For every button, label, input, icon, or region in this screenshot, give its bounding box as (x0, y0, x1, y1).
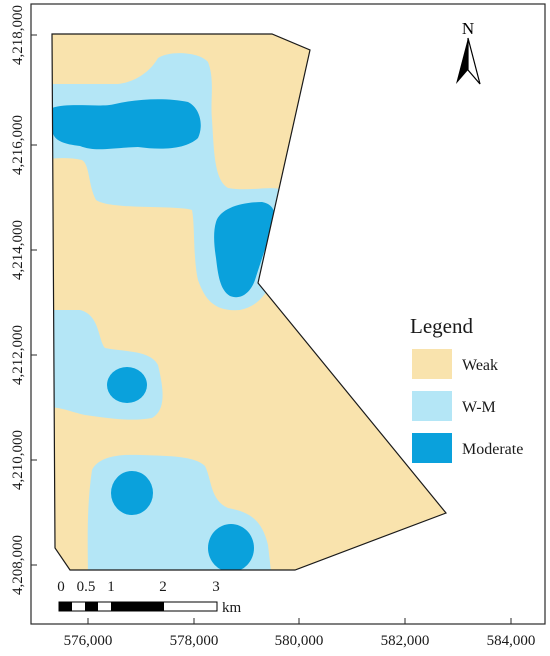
legend-label-wm: W-M (462, 399, 496, 416)
scale-bar: 0 0.5 1 2 3 km (57, 579, 241, 616)
y-tick-label: 4,218,000 (10, 5, 26, 65)
x-tick-label: 584,000 (487, 633, 536, 649)
north-arrow: N (456, 19, 481, 85)
moderate-zone-southeast (208, 524, 254, 570)
study-area-map (51, 33, 447, 571)
legend-label-moderate: Moderate (462, 441, 523, 458)
north-label: N (462, 19, 474, 38)
legend-label-weak: Weak (462, 357, 498, 374)
moderate-zone-northeast (214, 202, 275, 298)
scale-label: 0.5 (77, 579, 96, 595)
legend-swatch-weak (412, 349, 452, 379)
y-tick-label: 4,214,000 (10, 220, 26, 280)
y-tick-label: 4,212,000 (10, 325, 26, 385)
moderate-zone-west (107, 367, 147, 403)
x-tick-label: 582,000 (381, 633, 430, 649)
north-arrow-icon (456, 37, 481, 85)
x-tick-label: 580,000 (275, 633, 324, 649)
moderate-zone-south (111, 471, 153, 515)
x-tick-label: 578,000 (170, 633, 219, 649)
y-axis: 4,218,000 4,216,000 4,214,000 4,212,000 … (10, 5, 37, 595)
legend-swatch-wm (412, 391, 452, 421)
scale-label: 1 (107, 579, 115, 595)
y-tick-label: 4,210,000 (10, 430, 26, 490)
legend-swatch-moderate (412, 433, 452, 463)
y-tick-label: 4,208,000 (10, 535, 26, 595)
y-tick-label: 4,216,000 (10, 115, 26, 175)
scale-unit: km (222, 600, 242, 616)
scale-label: 2 (159, 579, 167, 595)
scale-label: 0 (57, 579, 65, 595)
legend-title: Legend (410, 314, 473, 338)
moderate-zone-north (52, 99, 201, 150)
scale-label: 3 (212, 579, 220, 595)
legend: Legend Weak W-M Moderate (410, 314, 523, 463)
x-axis: 576,000 578,000 580,000 582,000 584,000 (64, 618, 536, 649)
x-tick-label: 576,000 (64, 633, 113, 649)
study-area-boundary (51, 33, 447, 571)
